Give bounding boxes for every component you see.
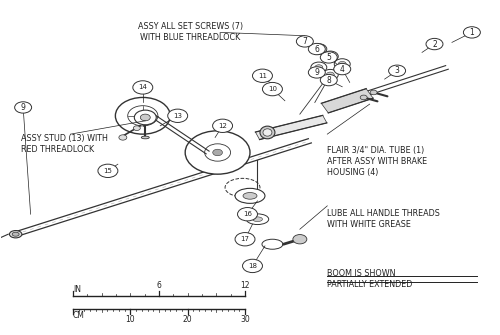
Text: BOOM IS SHOWN
PARTIALLY EXTENDED: BOOM IS SHOWN PARTIALLY EXTENDED [328, 269, 412, 289]
Text: 12: 12 [240, 281, 250, 290]
Text: 10: 10 [126, 315, 135, 324]
Circle shape [388, 65, 406, 76]
Text: 20: 20 [183, 315, 192, 324]
Circle shape [134, 126, 140, 130]
Circle shape [426, 39, 443, 50]
Ellipse shape [246, 214, 268, 224]
Text: 1: 1 [470, 28, 474, 37]
Circle shape [320, 74, 338, 86]
Text: 7: 7 [302, 37, 308, 46]
Ellipse shape [235, 188, 265, 203]
Circle shape [252, 69, 272, 82]
Ellipse shape [142, 136, 150, 139]
Circle shape [134, 110, 156, 125]
Ellipse shape [263, 129, 272, 136]
Text: 2: 2 [432, 40, 437, 49]
Ellipse shape [243, 193, 257, 199]
Text: 10: 10 [268, 86, 277, 92]
Text: FLAIR 3/4" DIA. TUBE (1)
AFTER ASSY WITH BRAKE
HOUSING (4): FLAIR 3/4" DIA. TUBE (1) AFTER ASSY WITH… [328, 146, 428, 177]
Circle shape [238, 208, 258, 221]
Circle shape [338, 61, 346, 67]
Ellipse shape [10, 230, 22, 238]
Circle shape [138, 113, 147, 119]
Circle shape [315, 47, 323, 52]
Circle shape [293, 234, 307, 244]
Circle shape [311, 62, 327, 73]
Circle shape [322, 51, 338, 62]
Circle shape [320, 52, 338, 63]
Circle shape [370, 90, 377, 95]
Text: 5: 5 [326, 53, 331, 62]
Circle shape [128, 106, 158, 126]
Text: 16: 16 [243, 211, 252, 217]
Circle shape [334, 63, 350, 75]
Circle shape [212, 149, 222, 156]
Text: 14: 14 [138, 84, 147, 90]
Circle shape [98, 164, 118, 178]
Text: CM: CM [73, 311, 85, 320]
Ellipse shape [252, 217, 262, 221]
Text: LUBE ALL HANDLE THREADS
WITH WHITE GREASE: LUBE ALL HANDLE THREADS WITH WHITE GREAS… [328, 209, 440, 229]
Circle shape [119, 135, 127, 140]
Ellipse shape [262, 239, 283, 249]
Text: 3: 3 [394, 66, 400, 75]
Text: 11: 11 [258, 73, 267, 79]
Circle shape [322, 69, 338, 80]
Circle shape [311, 44, 327, 54]
Text: 6: 6 [314, 45, 320, 54]
Circle shape [308, 44, 326, 55]
Circle shape [326, 54, 334, 59]
Polygon shape [322, 89, 373, 113]
Circle shape [116, 97, 170, 134]
Text: ASSY ALL SET SCREWS (7)
WITH BLUE THREADLOCK: ASSY ALL SET SCREWS (7) WITH BLUE THREAD… [138, 22, 242, 43]
Circle shape [185, 131, 250, 174]
Circle shape [296, 36, 314, 47]
Circle shape [464, 27, 480, 38]
Circle shape [326, 72, 334, 77]
Circle shape [212, 119, 233, 132]
Text: 9: 9 [314, 68, 320, 77]
Circle shape [204, 144, 231, 161]
Polygon shape [256, 115, 327, 140]
Text: 12: 12 [218, 123, 227, 129]
Text: 18: 18 [248, 263, 257, 269]
Circle shape [308, 67, 326, 78]
Ellipse shape [260, 126, 275, 139]
Circle shape [14, 102, 32, 113]
Text: IN: IN [73, 285, 81, 294]
Circle shape [140, 114, 150, 121]
Circle shape [168, 109, 188, 123]
Ellipse shape [12, 232, 19, 236]
Text: 9: 9 [20, 103, 25, 112]
Text: 4: 4 [340, 65, 344, 74]
Circle shape [360, 95, 367, 100]
Text: 13: 13 [173, 113, 182, 119]
Circle shape [235, 232, 255, 246]
Text: 8: 8 [326, 76, 331, 85]
Text: 6: 6 [156, 281, 162, 290]
Text: 30: 30 [240, 315, 250, 324]
Circle shape [262, 82, 282, 96]
Text: 15: 15 [104, 168, 112, 174]
Circle shape [315, 65, 323, 70]
Circle shape [334, 59, 350, 69]
Text: 17: 17 [240, 236, 250, 242]
Text: ASSY STUD (13) WITH
RED THREADLOCK: ASSY STUD (13) WITH RED THREADLOCK [20, 134, 108, 154]
Circle shape [133, 81, 153, 94]
Circle shape [242, 259, 262, 273]
